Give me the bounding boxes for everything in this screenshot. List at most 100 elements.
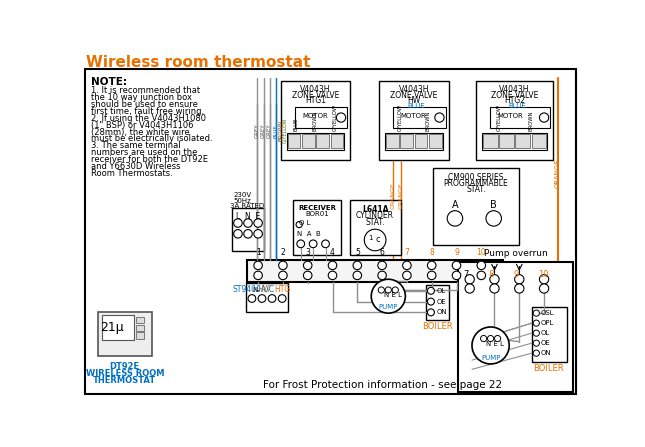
Circle shape: [533, 330, 539, 336]
Text: ON: ON: [437, 309, 447, 316]
Text: G/YELLOW: G/YELLOW: [283, 118, 288, 143]
Text: BOR01: BOR01: [305, 211, 329, 218]
Text: ORANGE: ORANGE: [398, 183, 403, 210]
Text: BROWN: BROWN: [278, 120, 283, 141]
Text: ORANGE: ORANGE: [555, 158, 561, 188]
Text: MOTOR: MOTOR: [401, 113, 426, 119]
Circle shape: [539, 284, 549, 293]
Text: 6: 6: [380, 248, 384, 257]
Text: 10: 10: [538, 270, 548, 279]
Circle shape: [303, 271, 312, 280]
Text: 4: 4: [330, 248, 335, 257]
Text: THERMOSTAT: THERMOSTAT: [94, 376, 156, 385]
Circle shape: [297, 240, 304, 248]
Circle shape: [481, 335, 487, 342]
Circle shape: [515, 284, 524, 293]
Text: must be electrically isolated.: must be electrically isolated.: [92, 135, 213, 143]
Circle shape: [428, 261, 436, 270]
Bar: [247, 260, 503, 282]
Text: G/YELLOW: G/YELLOW: [397, 104, 402, 131]
Text: CYLINDER: CYLINDER: [356, 211, 394, 220]
Text: 2. If using the V4043H1080: 2. If using the V4043H1080: [92, 114, 206, 122]
Circle shape: [303, 261, 312, 270]
Bar: [137, 317, 144, 323]
Circle shape: [258, 295, 266, 302]
Text: and Y6630D Wireless: and Y6630D Wireless: [92, 162, 181, 171]
Text: HTG1: HTG1: [305, 96, 326, 105]
Circle shape: [378, 261, 386, 270]
Text: OL: OL: [541, 330, 550, 336]
Circle shape: [244, 219, 252, 227]
Text: 9: 9: [513, 270, 519, 279]
Text: OE: OE: [541, 340, 551, 346]
Bar: [499, 135, 514, 148]
Text: Room Thermostats.: Room Thermostats.: [92, 169, 174, 178]
Circle shape: [465, 274, 474, 284]
Bar: [302, 135, 315, 148]
Circle shape: [533, 350, 539, 356]
Circle shape: [278, 295, 286, 302]
Text: GREY: GREY: [267, 123, 272, 138]
Text: N  A  B: N A B: [297, 231, 321, 237]
Circle shape: [233, 230, 243, 238]
Circle shape: [533, 340, 539, 346]
Text: L641A: L641A: [362, 205, 388, 214]
Bar: [330, 135, 343, 148]
Circle shape: [447, 211, 462, 226]
Circle shape: [533, 320, 539, 326]
Circle shape: [486, 211, 501, 226]
Text: CM900 SERIES: CM900 SERIES: [448, 173, 504, 182]
Circle shape: [452, 261, 461, 270]
Circle shape: [309, 240, 317, 248]
Text: HW: HW: [257, 285, 271, 294]
Text: 3. The same terminal: 3. The same terminal: [92, 141, 181, 151]
Bar: [232, 208, 264, 251]
Circle shape: [495, 335, 501, 342]
Text: GREY: GREY: [261, 123, 266, 138]
Text: the 10 way junction box: the 10 way junction box: [92, 93, 192, 102]
Circle shape: [254, 261, 263, 270]
Bar: [458, 262, 573, 392]
Circle shape: [465, 284, 474, 293]
Text: OE: OE: [437, 299, 446, 304]
Circle shape: [378, 287, 384, 293]
Circle shape: [337, 113, 346, 122]
Text: OSL: OSL: [541, 310, 555, 316]
Circle shape: [477, 271, 486, 280]
Circle shape: [452, 271, 461, 280]
Text: 7: 7: [404, 248, 410, 257]
Text: BROWN: BROWN: [426, 111, 431, 131]
Text: 3: 3: [305, 248, 310, 257]
Text: V4043H: V4043H: [499, 85, 530, 94]
Text: 7: 7: [464, 270, 469, 279]
Circle shape: [539, 113, 549, 122]
Text: BROWN: BROWN: [528, 111, 533, 131]
Circle shape: [244, 230, 252, 238]
Circle shape: [248, 295, 256, 302]
Circle shape: [372, 279, 405, 313]
Bar: [483, 135, 497, 148]
Bar: [515, 135, 530, 148]
Bar: [401, 135, 413, 148]
Text: G/YELLOW: G/YELLOW: [332, 104, 337, 131]
Text: first time, fault free wiring.: first time, fault free wiring.: [92, 107, 204, 116]
Text: OL: OL: [437, 288, 446, 294]
Text: 50Hz: 50Hz: [233, 198, 251, 204]
Text: HW: HW: [407, 96, 421, 105]
Circle shape: [353, 271, 362, 280]
Circle shape: [268, 295, 276, 302]
Text: 3A RATED: 3A RATED: [230, 203, 264, 209]
Bar: [476, 80, 553, 160]
Circle shape: [296, 222, 303, 228]
Bar: [350, 200, 401, 255]
Text: GREY: GREY: [255, 123, 260, 138]
Bar: [137, 325, 144, 331]
Text: ZONE VALVE: ZONE VALVE: [390, 91, 437, 100]
Text: should be used to ensure: should be used to ensure: [92, 100, 199, 109]
Text: STAT.: STAT.: [466, 186, 486, 194]
Circle shape: [328, 261, 337, 270]
Text: HTG2: HTG2: [504, 96, 525, 105]
Text: 1: 1: [255, 248, 261, 257]
Circle shape: [322, 240, 330, 248]
Text: B: B: [490, 200, 497, 210]
